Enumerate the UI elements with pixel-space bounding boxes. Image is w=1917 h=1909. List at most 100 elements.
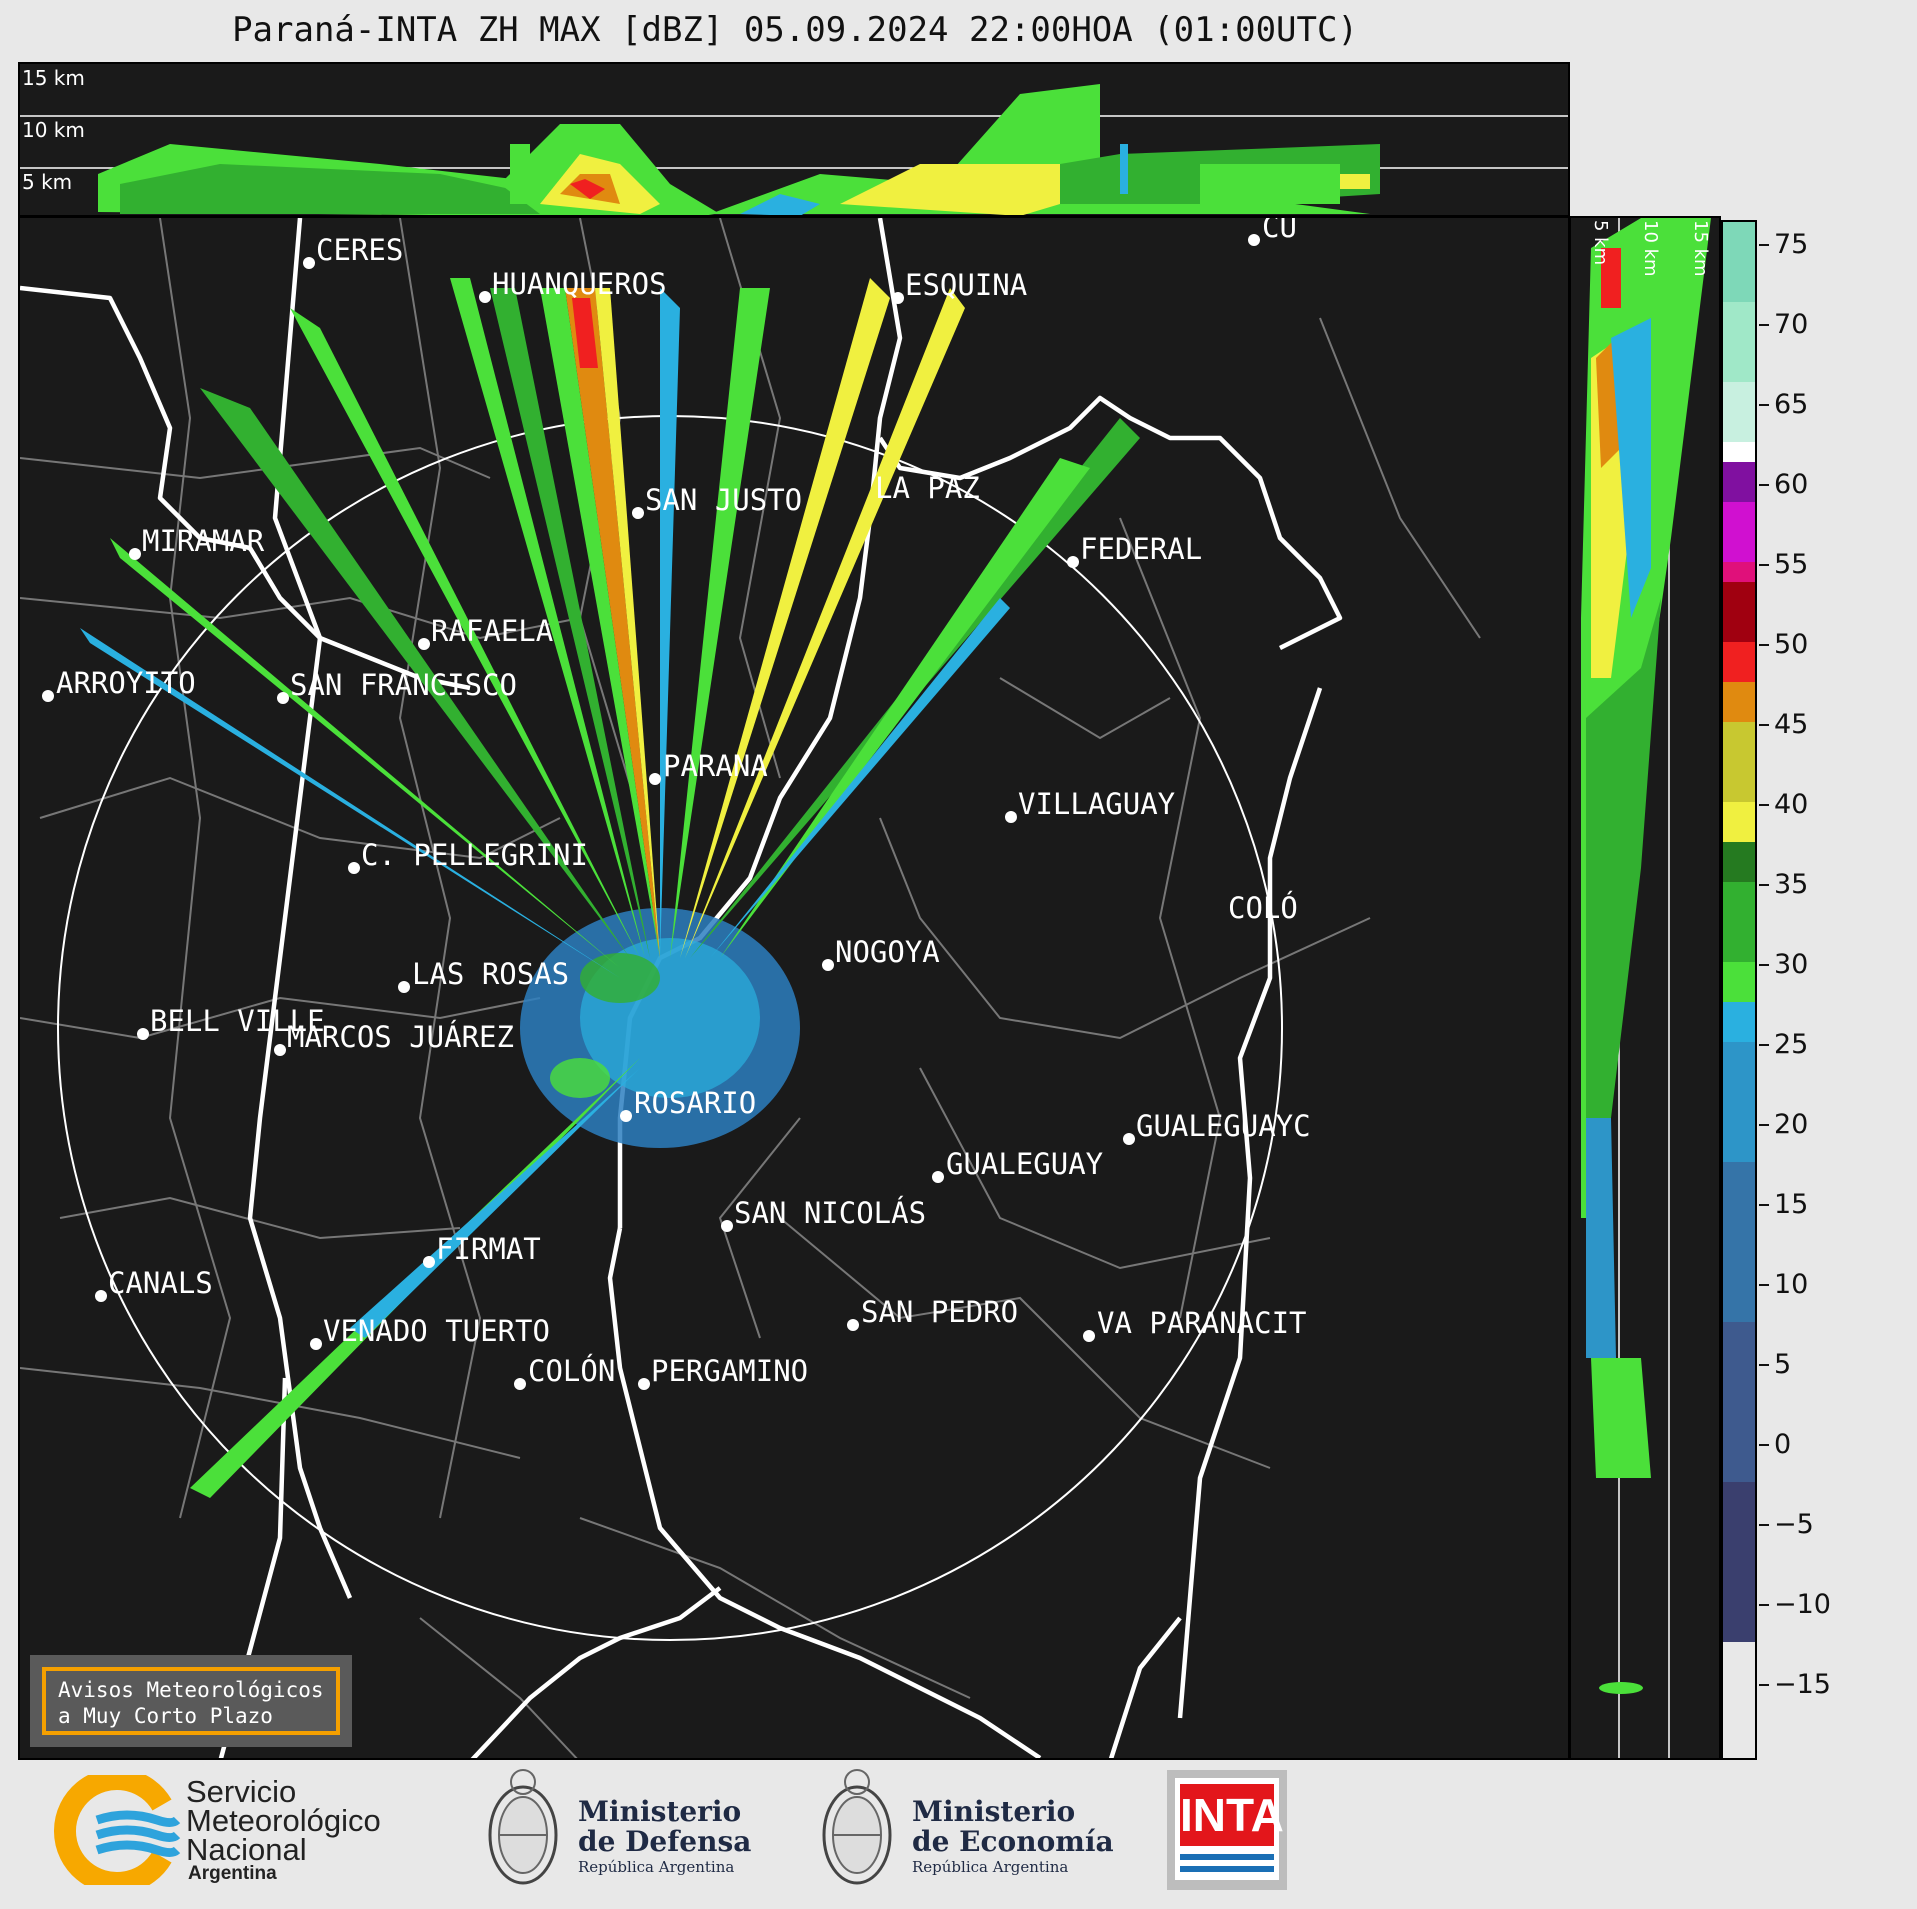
colorbar-band [1723, 302, 1755, 382]
side-height-label-10km: 10 km [1640, 220, 1661, 277]
tick-65 [1759, 404, 1769, 406]
tick-m10 [1759, 1604, 1769, 1606]
defensa-line1: Ministerio [578, 1795, 742, 1828]
tick-label-0: 0 [1774, 1429, 1792, 1460]
tick-label-45: 45 [1774, 709, 1809, 740]
city-dot-bell-ville [137, 1028, 149, 1040]
city-dot-pergamino [638, 1378, 650, 1390]
radar-map-panel: CERES HUANQUEROS ESQUINA CU SAN JUSTO LA… [18, 216, 1570, 1760]
colorbar-band [1723, 1482, 1755, 1642]
colorbar-band [1723, 722, 1755, 802]
tick-label-15: 15 [1774, 1189, 1809, 1220]
city-label-bell-ville: BELL VILLE [150, 1004, 325, 1038]
tick-label-5: 5 [1774, 1349, 1792, 1380]
radar-map [20, 218, 1481, 1758]
city-label-rafaela: RAFAELA [431, 614, 554, 648]
tick-label-50: 50 [1774, 629, 1809, 660]
economia-line1: Ministerio [912, 1795, 1076, 1828]
tick-label-75: 75 [1774, 229, 1809, 260]
city-label-huanqueros: HUANQUEROS [492, 267, 667, 301]
city-label-san-pedro: SAN PEDRO [861, 1295, 1019, 1329]
tick-5 [1759, 1364, 1769, 1366]
city-dot-san-pedro [847, 1319, 859, 1331]
avisos-box: Avisos Meteorológicos a Muy Corto Plazo [30, 1655, 352, 1747]
colorbar-band [1723, 1042, 1755, 1162]
city-dot-venado-tuerto [310, 1338, 322, 1350]
avisos-line2: a Muy Corto Plazo [58, 1704, 273, 1729]
city-label-marcos-juarez: MARCOS JUÁREZ [287, 1020, 514, 1054]
smn-line4: Argentina [188, 1863, 277, 1884]
city-dot-esquina [892, 292, 904, 304]
city-dot-nogoya [822, 959, 834, 971]
city-label-la-paz: LA PAZ [875, 471, 980, 505]
city-label-miramar: MIRAMAR [142, 524, 265, 558]
colorbar-band [1723, 582, 1755, 642]
tick-label-20: 20 [1774, 1109, 1809, 1140]
colorbar-band [1723, 1162, 1755, 1322]
defensa-line2: de Defensa [578, 1825, 752, 1858]
city-dot-cu [1248, 234, 1260, 246]
colorbar-band [1723, 1322, 1755, 1482]
tick-60 [1759, 484, 1769, 486]
tick-15 [1759, 1204, 1769, 1206]
city-dot-huanqueros [479, 291, 491, 303]
city-label-villaguay: VILLAGUAY [1018, 787, 1176, 821]
city-label-san-francisco: SAN FRANCISCO [290, 668, 517, 702]
avisos-line1: Avisos Meteorológicos [58, 1678, 324, 1702]
tick-label-10: 10 [1774, 1269, 1809, 1300]
city-label-gualeguaychu: GUALEGUAYC [1136, 1109, 1311, 1143]
city-dot-gualeguay [932, 1171, 944, 1183]
colorbar-band [1723, 462, 1755, 502]
city-label-rosario: ROSARIO [634, 1086, 757, 1120]
city-label-venado-tuerto: VENADO TUERTO [323, 1314, 550, 1348]
economia-line3: República Argentina [912, 1858, 1069, 1876]
top-cross-section-echoes [20, 84, 1568, 215]
city-label-san-nicolas: SAN NICOLÁS [734, 1196, 927, 1230]
tick-35 [1759, 884, 1769, 886]
tick-label-40: 40 [1774, 789, 1809, 820]
city-dot-canals [95, 1290, 107, 1302]
tick-label-55: 55 [1774, 549, 1809, 580]
side-height-label-5km: 5 km [1590, 220, 1611, 266]
city-label-colo: COLÓ [1228, 891, 1298, 925]
colorbar-band [1723, 442, 1755, 462]
colorbar-band [1723, 222, 1755, 302]
tick-20 [1759, 1124, 1769, 1126]
colorbar-band [1723, 882, 1755, 962]
city-label-cu: CU [1262, 216, 1297, 244]
tick-50 [1759, 644, 1769, 646]
city-label-parana: PARANA [663, 749, 768, 783]
city-dot-firmat [423, 1256, 435, 1268]
tick-75 [1759, 244, 1769, 246]
colorbar-band [1723, 382, 1755, 442]
smn-line1: Servicio [186, 1774, 297, 1809]
colorbar-band [1723, 802, 1755, 842]
height-label-15km: 15 km [22, 66, 85, 90]
city-dot-parana [649, 773, 661, 785]
tick-0 [1759, 1444, 1769, 1446]
colorbar-band [1723, 502, 1755, 562]
tick-45 [1759, 724, 1769, 726]
smn-logo-icon [53, 1775, 181, 1885]
tick-70 [1759, 324, 1769, 326]
defensa-line3: República Argentina [578, 1858, 735, 1876]
defensa-coat-of-arms-icon [488, 1769, 558, 1885]
dbz-colorbar [1721, 220, 1757, 1760]
tick-25 [1759, 1044, 1769, 1046]
height-label-5km: 5 km [22, 170, 73, 194]
city-label-arroyito: ARROYITO [56, 666, 196, 700]
tick-30 [1759, 964, 1769, 966]
radar-beams [80, 278, 1140, 1498]
city-label-c-pellegrini: C. PELLEGRINI [361, 838, 588, 872]
city-dot-c-pellegrini [348, 862, 360, 874]
city-dot-colon [514, 1378, 526, 1390]
city-dot-rafaela [418, 638, 430, 650]
side-cross-section-panel: 5 km 10 km 15 km [1569, 216, 1721, 1760]
tick-m5 [1759, 1524, 1769, 1526]
tick-label-35: 35 [1774, 869, 1809, 900]
tick-label-m10: −10 [1774, 1589, 1831, 1620]
city-dot-va-paranacito [1083, 1330, 1095, 1342]
city-label-va-paranacito: VA PARANACIT [1097, 1306, 1307, 1340]
city-label-federal: FEDERAL [1080, 532, 1203, 566]
colorbar-band [1723, 1002, 1755, 1042]
